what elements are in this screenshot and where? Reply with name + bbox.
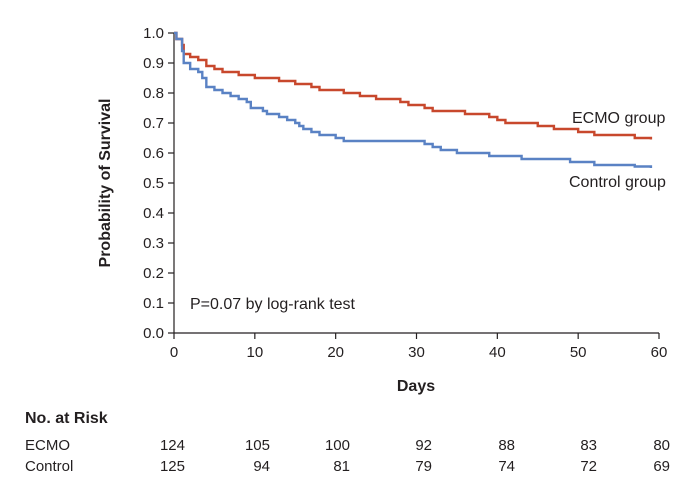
survival-chart: 0.0 0.1 0.2 0.3 0.4 0.5 0.6 0.7 0.8 0.9 1.0 0 10 20 3… <box>97 25 668 395</box>
y-tick-label: 0.1 <box>143 295 164 312</box>
risk-count: 92 <box>415 437 432 454</box>
risk-table-title: No. at Risk <box>25 410 108 427</box>
x-tick-label: 40 <box>489 344 506 361</box>
risk-count: 88 <box>498 437 515 454</box>
risk-count: 69 <box>653 458 670 475</box>
x-tick-label: 10 <box>246 344 263 361</box>
y-tick-label: 0.9 <box>143 55 164 72</box>
risk-count: 83 <box>580 437 597 454</box>
x-tick-label: 60 <box>651 344 668 361</box>
y-tick-label: 0.0 <box>143 325 164 342</box>
risk-row-label-control: Control <box>25 458 74 475</box>
risk-count: 81 <box>333 458 350 475</box>
risk-row-label-ecmo: ECMO <box>25 437 70 454</box>
x-axis: 0 10 20 30 40 50 60 <box>170 332 668 361</box>
risk-count: 79 <box>415 458 432 475</box>
y-tick-label: 0.8 <box>143 85 164 102</box>
risk-count: 105 <box>244 437 270 454</box>
ecmo-survival-curve <box>174 31 653 140</box>
x-tick-label: 20 <box>327 344 344 361</box>
series-label-control: Control group <box>569 174 666 191</box>
y-tick-label: 0.4 <box>143 205 164 222</box>
y-axis: 0.0 0.1 0.2 0.3 0.4 0.5 0.6 0.7 0.8 0.9 1.0 <box>143 25 175 342</box>
x-tick-label: 30 <box>408 344 425 361</box>
x-axis-title: Days <box>397 378 435 395</box>
x-tick-label: 0 <box>170 344 178 361</box>
risk-count: 72 <box>580 458 597 475</box>
control-survival-curve <box>174 31 653 168</box>
risk-count: 74 <box>498 458 515 475</box>
x-tick-label: 50 <box>570 344 587 361</box>
y-tick-label: 0.5 <box>143 175 164 192</box>
y-tick-label: 0.6 <box>143 145 164 162</box>
y-tick-label: 0.2 <box>143 265 164 282</box>
risk-count: 100 <box>324 437 350 454</box>
series-label-ecmo: ECMO group <box>572 110 665 127</box>
survival-curves <box>174 31 653 168</box>
y-tick-label: 0.7 <box>143 115 164 132</box>
risk-count: 94 <box>253 458 270 475</box>
p-value-annotation: P=0.07 by log-rank test <box>190 296 356 313</box>
risk-count: 125 <box>159 458 185 475</box>
y-axis-title: Probability of Survival <box>97 99 114 268</box>
y-tick-label: 1.0 <box>143 25 164 42</box>
risk-count: 80 <box>653 437 670 454</box>
risk-table: No. at Risk ECMO Control 124 105 100 92 88 83… <box>0 405 693 496</box>
y-tick-label: 0.3 <box>143 235 164 252</box>
risk-count: 124 <box>159 437 185 454</box>
